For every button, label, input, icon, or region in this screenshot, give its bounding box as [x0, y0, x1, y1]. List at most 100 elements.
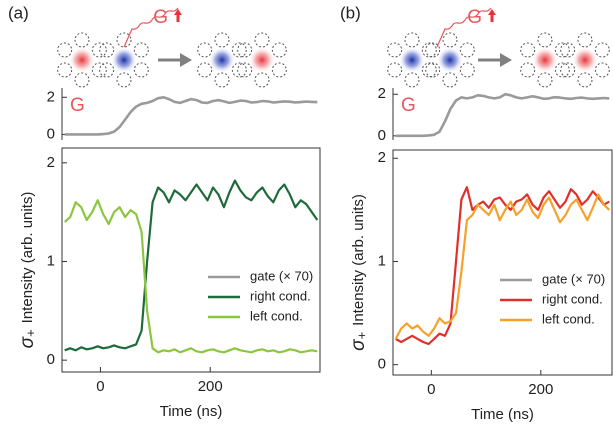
annotation: G — [401, 95, 416, 116]
y-label-subscript: + — [354, 332, 369, 340]
lattice-site — [91, 62, 107, 78]
lattice-site — [99, 42, 115, 58]
lattice-site — [421, 42, 437, 58]
y-label-subscript: + — [23, 329, 38, 337]
lattice-site — [442, 72, 458, 88]
y-tick-label: 2 — [378, 149, 386, 166]
lattice-site — [99, 62, 115, 78]
plot-frame — [61, 147, 321, 373]
x-tick-label: 0 — [96, 378, 104, 395]
lattice-site — [57, 42, 73, 58]
lattice-site — [231, 42, 247, 58]
exciton — [209, 47, 235, 73]
lattice-site — [197, 62, 213, 78]
lattice-site — [560, 42, 576, 58]
legend-label: left cond. — [250, 308, 303, 323]
y-tick-label: 2 — [378, 85, 386, 102]
y-tick-label: 1 — [378, 252, 386, 269]
x-tick-label: 0 — [427, 381, 435, 398]
exciton — [437, 47, 463, 73]
series-line — [63, 199, 318, 354]
annotation: G — [70, 95, 85, 116]
schematic-label: G — [467, 7, 482, 28]
lattice-site — [404, 72, 420, 88]
lattice-site — [404, 32, 420, 48]
exciton — [111, 47, 137, 73]
lattice-site — [425, 62, 441, 78]
y-label-text: Intensity (arb. units) — [19, 192, 36, 324]
x-axis-label: Time (ns) — [471, 406, 534, 423]
lattice-site — [271, 42, 287, 58]
lattice-site — [116, 32, 132, 48]
lattice-site — [387, 62, 403, 78]
photon — [436, 7, 492, 48]
lattice-site — [271, 62, 287, 78]
lattice-site — [133, 42, 149, 58]
lattice-site — [231, 62, 247, 78]
lattice-site — [74, 32, 90, 48]
series-line — [64, 179, 319, 352]
lattice-site — [57, 62, 73, 78]
arrow-up-head — [488, 9, 496, 15]
lattice-site — [537, 72, 553, 88]
y-axis-label: σ+ Intensity (arb. units) — [348, 194, 369, 351]
exciton — [249, 47, 275, 73]
series-line — [64, 96, 318, 136]
x-tick-label: 200 — [528, 381, 553, 398]
lattice-site — [520, 62, 536, 78]
arrow-head — [500, 53, 512, 67]
arrow-head — [180, 53, 192, 67]
exciton — [572, 47, 598, 73]
exciton — [532, 47, 558, 73]
lattice-site — [594, 42, 610, 58]
y-tick-label: 0 — [47, 125, 55, 142]
lattice-site — [197, 42, 213, 58]
y-tick-label: 0 — [378, 127, 386, 144]
arrow-up-head — [174, 9, 182, 15]
y-tick-label: 0 — [378, 356, 386, 373]
lattice-site — [214, 72, 230, 88]
lattice-site — [577, 72, 593, 88]
y-tick-label: 2 — [47, 88, 55, 105]
x-tick-label: 200 — [198, 378, 223, 395]
photon — [123, 7, 179, 48]
schematic-label: G — [153, 7, 168, 28]
lattice-site — [560, 62, 576, 78]
series-line — [395, 92, 610, 138]
lattice-site — [133, 62, 149, 78]
lattice-site — [577, 32, 593, 48]
lattice-site — [421, 62, 437, 78]
y-label-symbol: σ — [348, 338, 369, 351]
legend-label: right cond. — [542, 291, 603, 306]
lattice-site — [554, 62, 570, 78]
panel-label: (b) — [340, 3, 361, 22]
series-line — [394, 193, 611, 340]
y-tick-label: 0 — [47, 351, 55, 368]
lattice-site — [116, 72, 132, 88]
y-label-symbol: σ — [17, 335, 38, 348]
lattice-site — [537, 32, 553, 48]
lattice-site — [237, 62, 253, 78]
legend-label: gate (× 70) — [542, 271, 605, 286]
x-axis-label: Time (ns) — [160, 403, 223, 420]
lattice-site — [254, 32, 270, 48]
legend-label: gate (× 70) — [250, 268, 313, 283]
lattice-site — [459, 42, 475, 58]
lattice-site — [91, 42, 107, 58]
lattice-site — [74, 72, 90, 88]
lattice-site — [214, 32, 230, 48]
legend-label: right cond. — [250, 288, 311, 303]
series-line — [395, 186, 610, 346]
panel-label: (a) — [8, 3, 29, 22]
lattice-site — [254, 72, 270, 88]
lattice-site — [554, 42, 570, 58]
lattice-site — [387, 42, 403, 58]
lattice-site — [442, 32, 458, 48]
y-label-text: Intensity (arb. units) — [350, 194, 367, 326]
exciton — [399, 47, 425, 73]
exciton — [69, 47, 95, 73]
y-axis-label: σ+ Intensity (arb. units) — [17, 192, 38, 349]
legend-label: left cond. — [542, 311, 595, 326]
lattice-site — [520, 42, 536, 58]
